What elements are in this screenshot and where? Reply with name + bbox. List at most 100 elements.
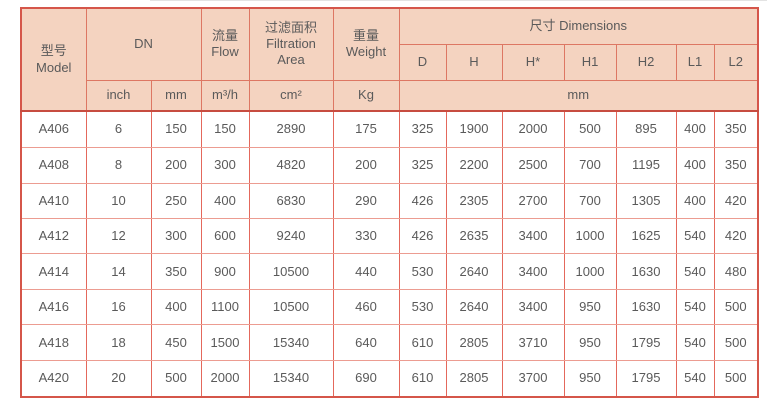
cell-h-star: 2500 [501, 147, 565, 184]
table-body: A406 6 150 150 2890 175 325 1900 2000 500 895 400 35… [20, 110, 759, 398]
cell-area: 10500 [248, 253, 334, 290]
cell-weight: 640 [332, 324, 400, 361]
col-header-model-zh: 型号 [40, 43, 67, 59]
table-row: A408 8 200 300 4820 200 325 2200 2500 700 1195 400 3… [20, 147, 759, 184]
cell-flow: 300 [200, 147, 250, 184]
cell-model: A414 [20, 253, 87, 290]
col-header-flow: 流量 Flow [200, 7, 250, 81]
unit-inch: inch [85, 79, 152, 112]
cell-inch: 6 [85, 110, 152, 149]
cell-h: 1900 [445, 110, 503, 149]
cell-weight: 330 [332, 217, 400, 255]
cell-l1: 540 [675, 288, 715, 326]
cell-flow: 900 [200, 253, 250, 290]
cell-model: A416 [20, 288, 87, 326]
unit-area: cm² [248, 79, 334, 112]
cell-area: 6830 [248, 182, 334, 219]
cell-area: 15340 [248, 359, 334, 398]
col-header-dn: DN [85, 7, 202, 81]
cell-area: 2890 [248, 110, 334, 149]
cell-area: 9240 [248, 217, 334, 255]
col-header-h: H [445, 43, 503, 81]
cell-l2: 500 [713, 288, 759, 326]
unit-mm: mm [150, 79, 202, 112]
table-row: A418 18 450 1500 15340 640 610 2805 3710 950 1795 5… [20, 324, 759, 361]
cell-flow: 1500 [200, 324, 250, 361]
cell-l1: 400 [675, 147, 715, 184]
cell-mm: 500 [150, 359, 202, 398]
cell-h2: 1630 [615, 253, 677, 290]
cell-d: 530 [398, 288, 447, 326]
cell-model: A408 [20, 147, 87, 184]
cell-weight: 460 [332, 288, 400, 326]
cell-h1: 950 [563, 324, 617, 361]
cell-h-star: 2000 [501, 110, 565, 149]
cell-h-star: 3400 [501, 217, 565, 255]
col-header-model-en: Model [36, 59, 72, 75]
cell-l1: 540 [675, 217, 715, 255]
cell-flow: 1100 [200, 288, 250, 326]
col-header-h2: H2 [615, 43, 677, 81]
cell-d: 610 [398, 359, 447, 398]
cell-l1: 540 [675, 324, 715, 361]
table-row: A412 12 300 600 9240 330 426 2635 3400 1000 1625 54… [20, 217, 759, 255]
cell-inch: 20 [85, 359, 152, 398]
cell-h2: 1625 [615, 217, 677, 255]
cell-h1: 700 [563, 182, 617, 219]
cell-mm: 350 [150, 253, 202, 290]
cell-inch: 16 [85, 288, 152, 326]
col-header-model: 型号 Model [20, 7, 87, 112]
cell-l2: 350 [713, 147, 759, 184]
col-header-l1: L1 [675, 43, 715, 81]
top-divider [150, 0, 767, 1]
cell-inch: 14 [85, 253, 152, 290]
cell-area: 10500 [248, 288, 334, 326]
cell-h: 2640 [445, 253, 503, 290]
cell-h: 2635 [445, 217, 503, 255]
cell-flow: 150 [200, 110, 250, 149]
cell-l2: 500 [713, 324, 759, 361]
cell-d: 610 [398, 324, 447, 361]
cell-flow: 400 [200, 182, 250, 219]
cell-inch: 12 [85, 217, 152, 255]
cell-model: A418 [20, 324, 87, 361]
col-header-flow-en: Flow [211, 44, 239, 60]
cell-d: 426 [398, 182, 447, 219]
cell-mm: 150 [150, 110, 202, 149]
cell-model: A410 [20, 182, 87, 219]
cell-h: 2805 [445, 324, 503, 361]
cell-weight: 200 [332, 147, 400, 184]
cell-model: A412 [20, 217, 87, 255]
cell-d: 325 [398, 147, 447, 184]
cell-mm: 450 [150, 324, 202, 361]
unit-flow: m³/h [200, 79, 250, 112]
cell-h: 2305 [445, 182, 503, 219]
col-header-weight-en: Weight [345, 44, 387, 60]
col-header-flow-zh: 流量 [211, 28, 238, 43]
cell-d: 426 [398, 217, 447, 255]
table-row: A406 6 150 150 2890 175 325 1900 2000 500 895 400 35… [20, 110, 759, 149]
cell-h-star: 3700 [501, 359, 565, 398]
cell-h2: 1795 [615, 359, 677, 398]
cell-flow: 2000 [200, 359, 250, 398]
cell-d: 530 [398, 253, 447, 290]
table-row: A414 14 350 900 10500 440 530 2640 3400 1000 1630 5… [20, 253, 759, 290]
col-header-filtration-zh: 过滤面积 [264, 19, 317, 35]
table-row: A420 20 500 2000 15340 690 610 2805 3700 950 1795 5… [20, 359, 759, 398]
cell-mm: 200 [150, 147, 202, 184]
cell-model: A420 [20, 359, 87, 398]
cell-inch: 18 [85, 324, 152, 361]
unit-weight: Kg [332, 79, 400, 112]
cell-h-star: 3400 [501, 288, 565, 326]
cell-inch: 10 [85, 182, 152, 219]
cell-area: 15340 [248, 324, 334, 361]
cell-h: 2805 [445, 359, 503, 398]
cell-h2: 1630 [615, 288, 677, 326]
cell-inch: 8 [85, 147, 152, 184]
cell-l1: 400 [675, 182, 715, 219]
cell-h-star: 3710 [501, 324, 565, 361]
cell-h1: 950 [563, 288, 617, 326]
cell-mm: 400 [150, 288, 202, 326]
cell-area: 4820 [248, 147, 334, 184]
